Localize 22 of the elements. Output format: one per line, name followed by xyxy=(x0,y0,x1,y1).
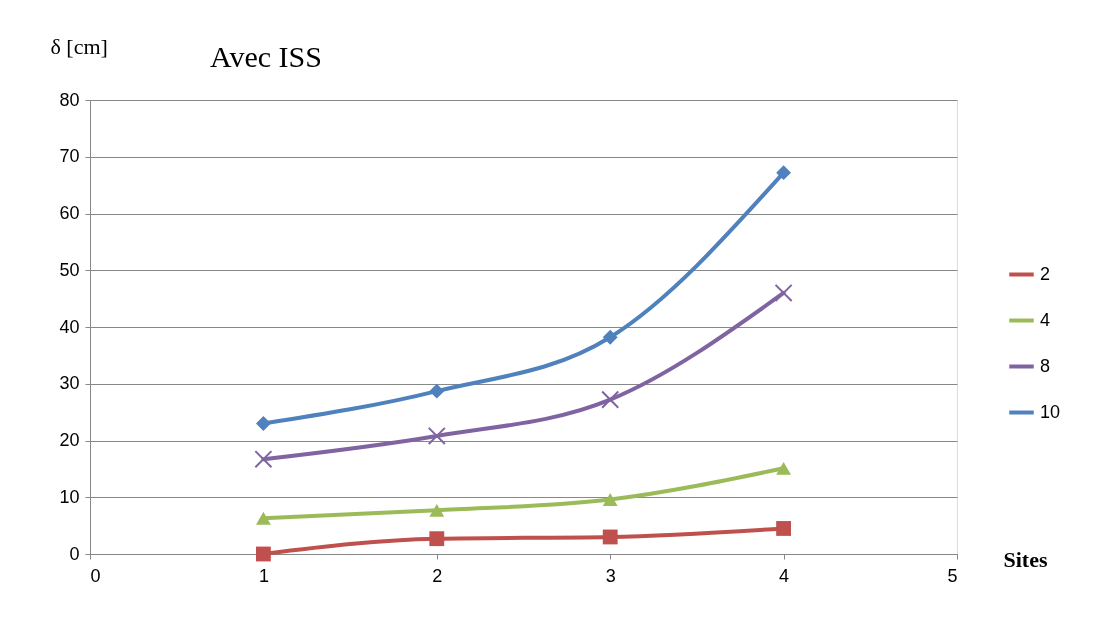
x-tick-label: 0 xyxy=(90,565,101,586)
chart-title: Avec ISS xyxy=(210,40,322,73)
x-tick-label: 2 xyxy=(432,565,443,586)
x-tick-label: 3 xyxy=(605,565,616,586)
legend-label: 10 xyxy=(1040,401,1061,422)
y-tick-label: 80 xyxy=(59,89,80,110)
x-tick-label: 4 xyxy=(779,565,790,586)
x-tick-label: 5 xyxy=(947,565,958,586)
y-tick-label: 50 xyxy=(59,259,80,280)
y-tick-label: 20 xyxy=(59,430,80,450)
y-tick-label: 0 xyxy=(69,543,80,564)
y-tick-label: 10 xyxy=(59,486,80,507)
y-tick-label: 70 xyxy=(59,146,80,167)
x-axis-title: Sites xyxy=(1003,546,1048,572)
legend-label: 2 xyxy=(1040,263,1051,284)
y-tick-label: 40 xyxy=(59,316,80,337)
legend-label: 4 xyxy=(1040,309,1051,330)
y-tick-label: 60 xyxy=(59,203,80,223)
y-axis-title: δ [cm] xyxy=(50,33,108,59)
legend-label: 8 xyxy=(1040,355,1051,376)
x-tick-label: 1 xyxy=(258,565,269,586)
y-tick-label: 30 xyxy=(59,373,80,394)
